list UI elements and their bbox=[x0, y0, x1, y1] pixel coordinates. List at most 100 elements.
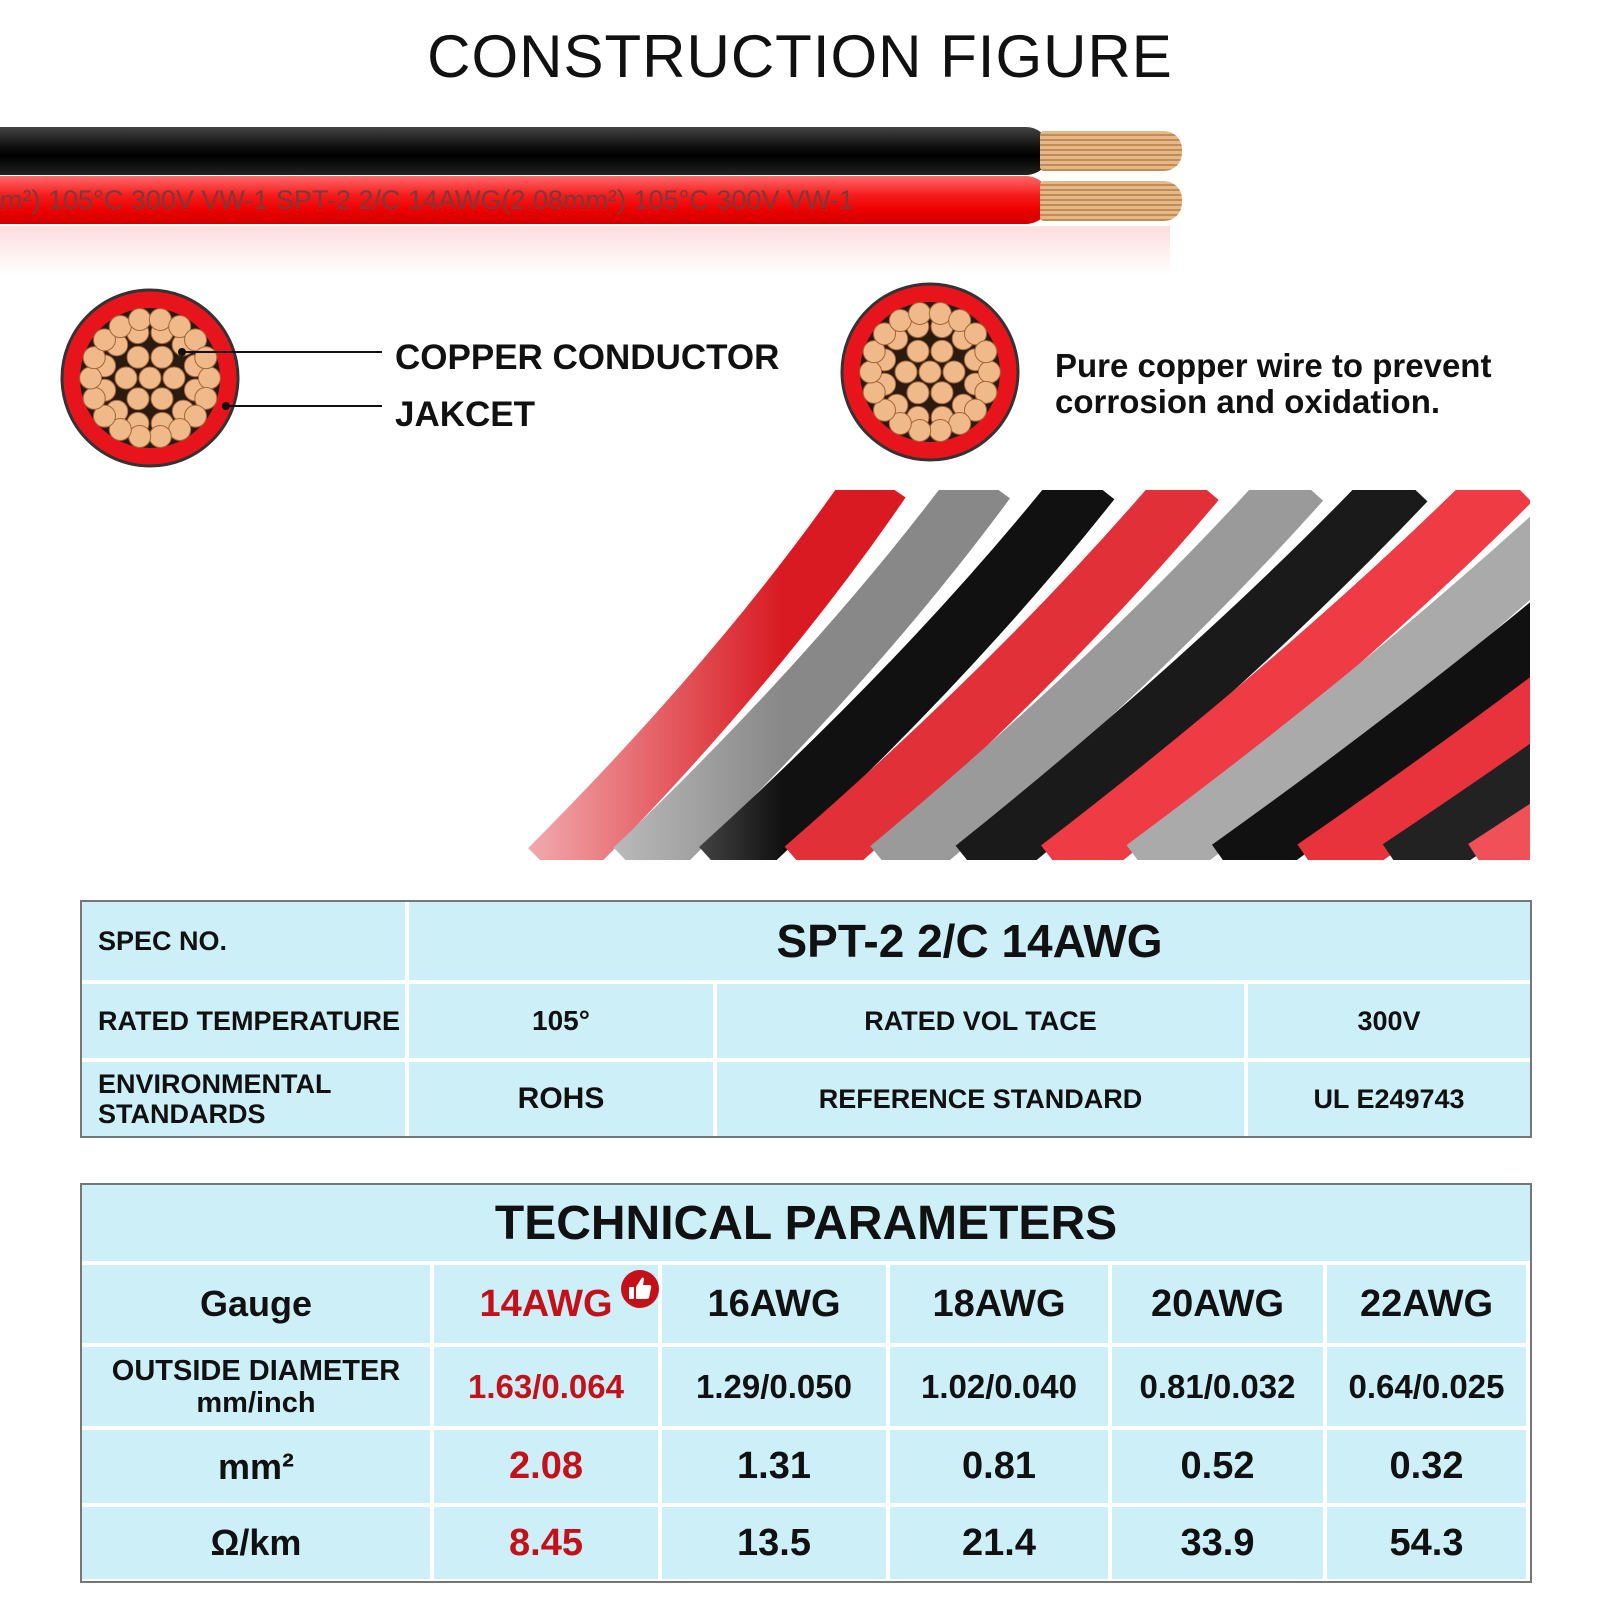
copper-strand bbox=[942, 360, 966, 384]
copper-strand bbox=[872, 322, 896, 346]
red-wire: m²) 105°C 300V VW-1 SPT-2 2/C 14AWG(2.08… bbox=[0, 176, 1050, 224]
cable-reflection bbox=[0, 226, 1170, 276]
cross-sections bbox=[60, 282, 1020, 468]
copper-strand bbox=[928, 302, 952, 326]
copper-strand bbox=[964, 398, 988, 422]
environmental-standards-value: ROHS bbox=[409, 1062, 713, 1136]
table-cell: 8.45 bbox=[434, 1507, 658, 1579]
copper-strand bbox=[928, 418, 952, 442]
cross-section-left bbox=[60, 288, 240, 468]
copper-strand bbox=[148, 424, 172, 448]
table-cell: 54.3 bbox=[1327, 1507, 1526, 1579]
copper-strand bbox=[126, 387, 150, 411]
table-cell: 1.29/0.050 bbox=[662, 1347, 886, 1426]
page-title: CONSTRUCTION FIGURE bbox=[427, 23, 1173, 90]
row-label: Gauge bbox=[82, 1265, 430, 1343]
copper-strand bbox=[859, 360, 883, 384]
row-label: mm² bbox=[82, 1430, 430, 1503]
copper-strand bbox=[974, 380, 998, 404]
spec-table: SPEC NO. SPT-2 2/C 14AWG RATED TEMPERATU… bbox=[80, 900, 1532, 1138]
technical-parameters-table: TECHNICAL PARAMETERS Gauge 14AWG 16AWG 18AW… bbox=[80, 1183, 1532, 1583]
wire-bundle-image bbox=[380, 490, 1530, 860]
copper-strand bbox=[82, 386, 106, 410]
table-cell: 20AWG bbox=[1112, 1265, 1323, 1343]
technical-parameters-title: TECHNICAL PARAMETERS bbox=[82, 1185, 1530, 1261]
copper-strand bbox=[108, 315, 132, 339]
copper-end-top bbox=[1040, 131, 1182, 171]
copper-strand bbox=[930, 381, 954, 405]
row-label-text: mm² bbox=[217, 1445, 294, 1487]
copper-strand bbox=[168, 315, 192, 339]
copper-strand bbox=[82, 346, 106, 370]
table-cell: 13.5 bbox=[662, 1507, 886, 1579]
copper-strand bbox=[948, 411, 972, 435]
copper-strand bbox=[908, 302, 932, 326]
copper-conductor-label: COPPER CONDUCTOR bbox=[395, 338, 780, 377]
table-cell: 1.31 bbox=[662, 1430, 886, 1503]
spec-no-label: SPEC NO. bbox=[82, 902, 405, 980]
copper-strand bbox=[894, 360, 918, 384]
copper-description: Pure copper wire to prevent corrosion an… bbox=[1055, 347, 1492, 420]
table-cell: 1.63/0.064 bbox=[434, 1347, 658, 1426]
row-label-text: Gauge bbox=[199, 1283, 313, 1324]
copper-strand bbox=[148, 308, 172, 332]
table-cell: 0.32 bbox=[1327, 1430, 1526, 1503]
copper-strand bbox=[168, 417, 192, 441]
copper-end-bottom bbox=[1040, 181, 1182, 221]
table-cell: 2.08 bbox=[434, 1430, 658, 1503]
table-cell: 16AWG bbox=[662, 1265, 886, 1343]
table-cell: 22AWG bbox=[1327, 1265, 1526, 1343]
row-label: OUTSIDE DIAMETER mm/inch bbox=[82, 1347, 430, 1426]
rated-voltage-label: RATED VOL TACE bbox=[717, 984, 1244, 1058]
table-cell: 21.4 bbox=[890, 1507, 1108, 1579]
copper-strand bbox=[128, 424, 152, 448]
environmental-standards-label: ENVIRONMENTAL STANDARDS bbox=[82, 1062, 405, 1136]
table-cell: 33.9 bbox=[1112, 1507, 1323, 1579]
copper-strand bbox=[197, 366, 221, 390]
copper-strand bbox=[79, 366, 103, 390]
copper-strand bbox=[128, 308, 152, 332]
copper-strand bbox=[184, 404, 208, 428]
rated-voltage-value: 300V bbox=[1248, 984, 1530, 1058]
table-cell: 1.02/0.040 bbox=[890, 1347, 1108, 1426]
copper-strand bbox=[888, 411, 912, 435]
copper-strand bbox=[92, 328, 116, 352]
copper-strand bbox=[906, 339, 930, 363]
row-label-text: Ω/km bbox=[210, 1522, 302, 1563]
copper-strand bbox=[974, 340, 998, 364]
wire-print: m²) 105°C 300V VW-1 SPT-2 2/C 14AWG(2.08… bbox=[0, 185, 854, 215]
table-cell: 0.64/0.025 bbox=[1327, 1347, 1526, 1426]
copper-strand bbox=[918, 360, 942, 384]
jacket-label: JAKCET bbox=[395, 395, 536, 434]
table-cell: 0.81 bbox=[890, 1430, 1108, 1503]
copper-strand bbox=[114, 366, 138, 390]
row-label-text: OUTSIDE DIAMETER bbox=[111, 1354, 401, 1387]
copper-strand bbox=[930, 339, 954, 363]
thumbs-up-icon bbox=[621, 1270, 659, 1308]
copper-strand bbox=[150, 345, 174, 369]
cross-section-right bbox=[840, 282, 1020, 462]
copper-strand bbox=[150, 387, 174, 411]
copper-strand bbox=[906, 381, 930, 405]
reference-standard-label: REFERENCE STANDARD bbox=[717, 1062, 1244, 1136]
copper-strand bbox=[194, 386, 218, 410]
copper-strand bbox=[194, 346, 218, 370]
copper-strand bbox=[977, 360, 1001, 384]
row-label: Ω/km bbox=[82, 1507, 430, 1579]
black-wire bbox=[0, 127, 1050, 175]
table-cell: 0.81/0.032 bbox=[1112, 1347, 1323, 1426]
table-cell: 0.52 bbox=[1112, 1430, 1323, 1503]
copper-strand bbox=[162, 366, 186, 390]
copper-strand bbox=[92, 404, 116, 428]
copper-strand bbox=[138, 366, 162, 390]
table-cell: 14AWG bbox=[434, 1265, 658, 1343]
rated-temperature-value: 105° bbox=[409, 984, 713, 1058]
row-label-unit: mm/inch bbox=[196, 1386, 316, 1419]
copper-strand bbox=[908, 418, 932, 442]
spec-no-value: SPT-2 2/C 14AWG bbox=[409, 902, 1530, 980]
copper-strand bbox=[862, 380, 886, 404]
rated-temperature-label: RATED TEMPERATURE bbox=[82, 984, 405, 1058]
copper-strand bbox=[862, 340, 886, 364]
copper-strand bbox=[126, 345, 150, 369]
reference-standard-value: UL E249743 bbox=[1248, 1062, 1530, 1136]
